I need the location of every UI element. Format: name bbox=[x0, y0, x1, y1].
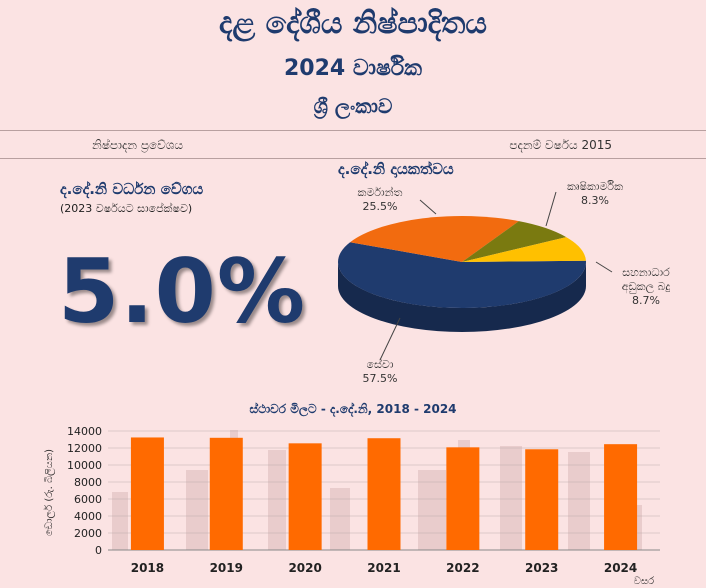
x-tick-label-1: 2019 bbox=[210, 561, 243, 575]
bar-2024 bbox=[604, 444, 638, 550]
bar-2019 bbox=[209, 437, 243, 550]
x-tick-label-6: 2024 bbox=[604, 561, 637, 575]
x-tick-label-4: 2022 bbox=[446, 561, 479, 575]
x-tick-label-2: 2020 bbox=[288, 561, 321, 575]
pie-leader-1 bbox=[419, 199, 437, 215]
pie-slice-3 bbox=[462, 237, 586, 262]
pie-slice-0 bbox=[338, 242, 586, 308]
bar-2023 bbox=[525, 449, 559, 550]
pie-label-services: සේවා 57.5% bbox=[362, 358, 398, 385]
y-axis-label: ඩොලර් (රු. බිලියන) bbox=[43, 449, 55, 536]
page-title: දළ දේශීය නිෂ්පාදිතය bbox=[219, 6, 487, 41]
bar-chart-title: ස්ථාවර මිලට - ද.දේ.නි, 2018 - 2024 bbox=[249, 402, 457, 416]
y-tick-label-0: 0 bbox=[95, 544, 102, 557]
pie-leader-2 bbox=[545, 191, 557, 227]
pie-slice-1 bbox=[350, 216, 519, 262]
y-tick-label-7: 14000 bbox=[67, 425, 102, 438]
growth-subtitle: (2023 වර්ෂයට සාපේක්ෂව) bbox=[60, 202, 193, 215]
y-tick-label-6: 12000 bbox=[67, 442, 102, 455]
growth-title: ද.දේ.නි වර්ධන වේගය bbox=[60, 180, 204, 198]
pie-label-industry: කර්මාන්ත 25.5% bbox=[357, 186, 403, 213]
y-tick-label-4: 8000 bbox=[74, 476, 102, 489]
bar-2021 bbox=[367, 438, 401, 550]
y-tick-label-2: 4000 bbox=[74, 510, 102, 523]
y-tick-label-3: 6000 bbox=[74, 493, 102, 506]
growth-value: 5.0% bbox=[58, 240, 307, 343]
x-tick-label-3: 2021 bbox=[367, 561, 400, 575]
y-tick-label-1: 2000 bbox=[74, 527, 102, 540]
x-tick-label-0: 2018 bbox=[131, 561, 164, 575]
y-tick-label-5: 10000 bbox=[67, 459, 102, 472]
contribution-pie-chart bbox=[338, 191, 613, 361]
divider-bottom bbox=[0, 158, 706, 159]
pie-label-agriculture: කෘෂිකාර්මික 8.3% bbox=[566, 180, 624, 207]
pie-side-0 bbox=[338, 262, 586, 332]
pie-leader-3 bbox=[595, 261, 613, 273]
year-subtitle: 2024 වාර්ෂික bbox=[284, 56, 422, 81]
approach-label: නිෂ්පාදන ප්‍රවේශය bbox=[92, 138, 183, 152]
x-tick-label-5: 2023 bbox=[525, 561, 558, 575]
pie-chart-title: ද.දේ.නි දායකත්වය bbox=[338, 160, 454, 178]
pie-slice-2 bbox=[462, 221, 567, 262]
pie-label-taxes: සහනාධාර අඩුකල බදු 8.7% bbox=[621, 266, 671, 307]
divider-top bbox=[0, 130, 706, 131]
x-axis-label: වසර bbox=[634, 575, 654, 587]
pie-leader-0 bbox=[379, 317, 401, 361]
country-subtitle: ශ්‍රී ලංකාව bbox=[313, 94, 393, 118]
base-year-label: පදනම් වර්ෂය 2015 bbox=[509, 138, 612, 152]
bar-2022 bbox=[446, 447, 480, 550]
bar-2020 bbox=[288, 443, 322, 550]
gdp-bar-chart: 0 2000 4000 6000 8000 10000 12000 14000 2018 2019… bbox=[43, 425, 660, 587]
bar-2018 bbox=[130, 437, 164, 550]
